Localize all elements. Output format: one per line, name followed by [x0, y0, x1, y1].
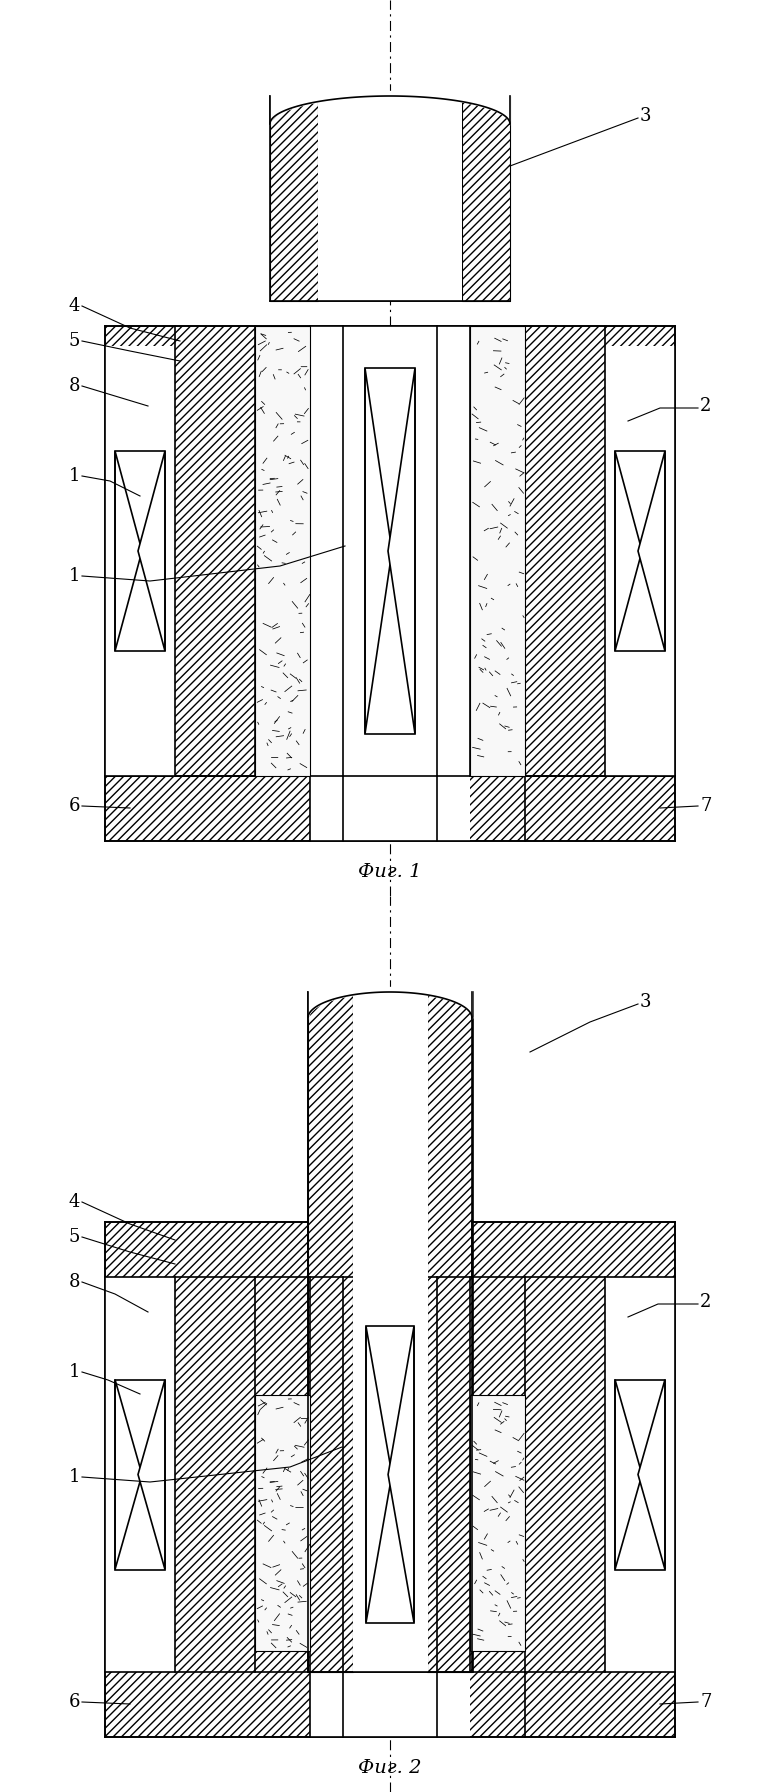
Polygon shape	[615, 452, 642, 650]
Text: 7: 7	[700, 797, 711, 815]
Bar	[615, 452, 665, 650]
Bar	[605, 346, 675, 776]
Polygon shape	[366, 1326, 392, 1622]
Text: 1: 1	[69, 1468, 80, 1486]
Polygon shape	[115, 452, 142, 650]
Bar	[270, 97, 318, 301]
Text: 1: 1	[69, 566, 80, 584]
Bar	[437, 1672, 470, 1736]
Bar	[310, 1672, 343, 1736]
Bar	[310, 326, 343, 776]
Bar	[437, 1278, 470, 1672]
Bar	[353, 993, 428, 1672]
Bar	[308, 993, 473, 1672]
Bar	[615, 1380, 665, 1570]
Bar	[470, 326, 525, 776]
Text: 7: 7	[700, 1693, 711, 1711]
Bar	[366, 1326, 414, 1622]
Polygon shape	[115, 1380, 142, 1570]
Text: 5: 5	[69, 1228, 80, 1245]
Bar	[308, 993, 353, 1672]
Bar	[115, 452, 165, 650]
Bar	[343, 1278, 438, 1672]
Bar	[115, 1380, 165, 1570]
Bar	[105, 326, 675, 776]
Polygon shape	[365, 367, 392, 733]
Bar	[310, 776, 343, 840]
Text: 2: 2	[700, 1294, 711, 1312]
Bar	[343, 326, 438, 776]
Bar	[470, 1394, 525, 1650]
Polygon shape	[138, 1380, 165, 1570]
Bar	[270, 97, 510, 301]
Polygon shape	[388, 367, 415, 733]
Bar	[427, 993, 472, 1672]
Text: 4: 4	[69, 1193, 80, 1211]
Polygon shape	[138, 452, 165, 650]
Text: 6: 6	[69, 797, 80, 815]
Bar	[105, 1278, 175, 1672]
Bar	[437, 776, 470, 840]
Text: 2: 2	[700, 398, 711, 416]
Bar	[605, 1278, 675, 1672]
Bar	[310, 1278, 343, 1672]
Text: 3: 3	[640, 993, 651, 1011]
Bar	[105, 1222, 675, 1736]
Text: 6: 6	[69, 1693, 80, 1711]
Text: Фиг. 1: Фиг. 1	[358, 864, 422, 882]
Text: 1: 1	[69, 1364, 80, 1382]
Bar	[318, 97, 462, 301]
Bar	[105, 346, 175, 776]
Bar	[105, 776, 675, 840]
Bar	[437, 326, 470, 776]
Bar	[308, 1222, 473, 1278]
Bar	[255, 1394, 310, 1650]
Bar	[255, 326, 310, 776]
Text: 3: 3	[640, 108, 651, 125]
Bar	[343, 1672, 438, 1736]
Polygon shape	[638, 1380, 665, 1570]
Bar	[462, 97, 510, 301]
Text: 1: 1	[69, 468, 80, 486]
Text: 5: 5	[69, 332, 80, 349]
Text: 4: 4	[69, 297, 80, 315]
Polygon shape	[638, 452, 665, 650]
Bar	[365, 367, 415, 733]
Polygon shape	[388, 1326, 414, 1622]
Polygon shape	[615, 1380, 642, 1570]
Bar	[343, 776, 438, 840]
Text: 8: 8	[69, 376, 80, 394]
Text: 8: 8	[69, 1272, 80, 1290]
Text: Фиг. 2: Фиг. 2	[358, 1760, 422, 1778]
